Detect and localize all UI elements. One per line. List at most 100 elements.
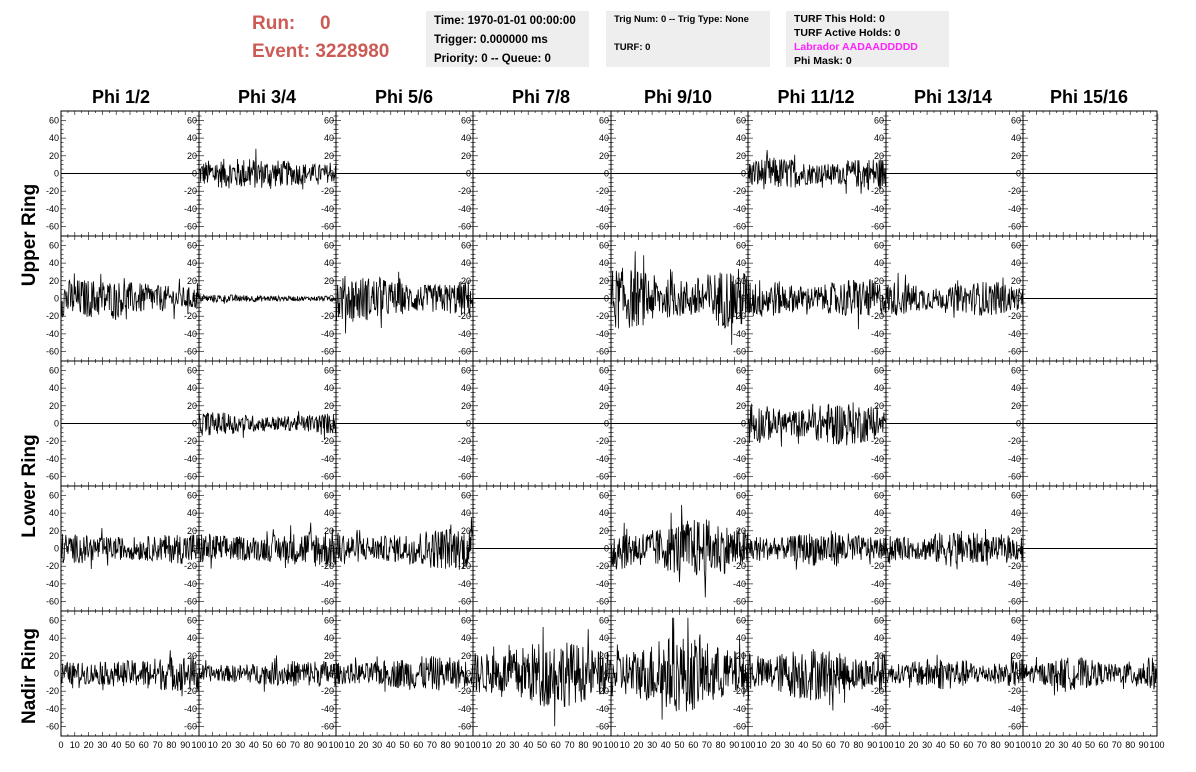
y-tick-label: -40	[458, 329, 471, 339]
y-tick-label: 20	[49, 651, 59, 661]
y-tick-label: 60	[324, 365, 334, 375]
y-tick-label: -20	[733, 561, 746, 571]
x-tick-label: 20	[84, 740, 94, 750]
y-tick-label: 60	[736, 240, 746, 250]
y-tick-label: -60	[184, 222, 197, 232]
x-tick-label: 40	[661, 740, 671, 750]
x-tick-label: 20	[771, 740, 781, 750]
x-tick-label: 30	[784, 740, 794, 750]
priority-text: Priority: 0 -- Queue: 0	[434, 53, 551, 65]
y-tick-label: 40	[49, 383, 59, 393]
y-tick-label: -60	[458, 222, 471, 232]
x-tick-label: 70	[427, 740, 437, 750]
y-tick-label: 20	[874, 526, 884, 536]
y-tick-label: 40	[49, 633, 59, 643]
y-tick-label: 40	[1011, 258, 1021, 268]
y-tick-label: 60	[874, 240, 884, 250]
waveform-trace	[198, 148, 337, 190]
y-tick-label: 20	[1011, 151, 1021, 161]
y-tick-label: 60	[324, 115, 334, 125]
y-tick-label: -60	[321, 597, 334, 607]
y-tick-label: 40	[187, 383, 197, 393]
x-tick-label: 60	[413, 740, 423, 750]
y-tick-label: 20	[1011, 526, 1021, 536]
y-tick-label: -40	[46, 579, 59, 589]
y-tick-label: 40	[736, 258, 746, 268]
y-tick-label: 40	[599, 508, 609, 518]
y-tick-label: 60	[461, 615, 471, 625]
y-tick-label: -20	[458, 561, 471, 571]
y-tick-label: -40	[321, 204, 334, 214]
y-tick-label: 40	[874, 258, 884, 268]
y-tick-label: 40	[1011, 383, 1021, 393]
x-tick-label: 70	[290, 740, 300, 750]
x-tick-label: 100	[1149, 740, 1164, 750]
y-tick-label: 40	[49, 133, 59, 143]
y-tick-label: 60	[324, 490, 334, 500]
time-text: Time: 1970-01-01 00:00:00	[434, 15, 576, 27]
y-tick-label: -60	[458, 722, 471, 732]
y-tick-label: 60	[49, 365, 59, 375]
x-tick-label: 90	[454, 740, 464, 750]
y-tick-label: 20	[874, 651, 884, 661]
y-tick-label: -20	[46, 436, 59, 446]
col-header-phi-1-2: Phi 1/2	[91, 87, 151, 107]
y-tick-label: -40	[596, 704, 609, 714]
y-tick-label: 60	[324, 240, 334, 250]
col-header-phi-9-10: Phi 9/10	[643, 87, 713, 107]
x-tick-label: 50	[125, 740, 135, 750]
y-tick-label: -60	[458, 597, 471, 607]
y-tick-label: 40	[1011, 133, 1021, 143]
x-tick-label: 60	[139, 740, 149, 750]
y-tick-label: -20	[46, 561, 59, 571]
y-tick-label: 0	[466, 669, 471, 679]
waveform-trace	[610, 617, 749, 720]
x-tick-label: 0	[58, 740, 63, 750]
y-tick-label: 60	[187, 115, 197, 125]
y-tick-label: -20	[184, 561, 197, 571]
x-tick-label: 40	[798, 740, 808, 750]
y-tick-label: 20	[49, 151, 59, 161]
y-tick-label: -60	[458, 347, 471, 357]
y-tick-label: 20	[736, 651, 746, 661]
y-tick-label: -20	[46, 686, 59, 696]
y-tick-label: 40	[461, 508, 471, 518]
x-tick-label: 30	[1058, 740, 1068, 750]
y-tick-label: 0	[604, 294, 609, 304]
y-tick-label: 60	[599, 365, 609, 375]
event-label: Event:	[252, 41, 311, 62]
x-tick-label: 40	[1072, 740, 1082, 750]
y-tick-label: -60	[321, 722, 334, 732]
y-tick-label: 0	[741, 169, 746, 179]
x-tick-label: 100	[1015, 740, 1030, 750]
y-tick-label: 20	[599, 276, 609, 286]
x-tick-label: 100	[740, 740, 755, 750]
y-tick-label: 0	[1016, 669, 1021, 679]
x-tick-label: 30	[97, 740, 107, 750]
y-tick-label: -40	[46, 704, 59, 714]
y-tick-label: -20	[1008, 311, 1021, 321]
x-tick-label: 60	[276, 740, 286, 750]
y-tick-label: -20	[184, 311, 197, 321]
waveform-trace	[747, 649, 887, 711]
y-tick-label: -20	[596, 186, 609, 196]
y-tick-label: 20	[187, 276, 197, 286]
y-tick-label: -60	[733, 222, 746, 232]
x-tick-label: 60	[1098, 740, 1108, 750]
waveform-trace	[60, 273, 200, 321]
y-tick-label: -60	[733, 347, 746, 357]
x-tick-label: 20	[908, 740, 918, 750]
x-tick-label: 90	[729, 740, 739, 750]
x-tick-label: 60	[963, 740, 973, 750]
y-tick-label: -60	[596, 597, 609, 607]
y-tick-label: 0	[329, 294, 334, 304]
waveform-trace	[335, 517, 474, 570]
y-tick-label: 0	[466, 169, 471, 179]
y-tick-label: 40	[461, 258, 471, 268]
x-tick-label: 90	[592, 740, 602, 750]
run-line: Run: 0	[252, 10, 422, 38]
y-tick-label: -40	[871, 454, 884, 464]
x-tick-label: 90	[1004, 740, 1014, 750]
y-tick-label: -40	[1008, 329, 1021, 339]
